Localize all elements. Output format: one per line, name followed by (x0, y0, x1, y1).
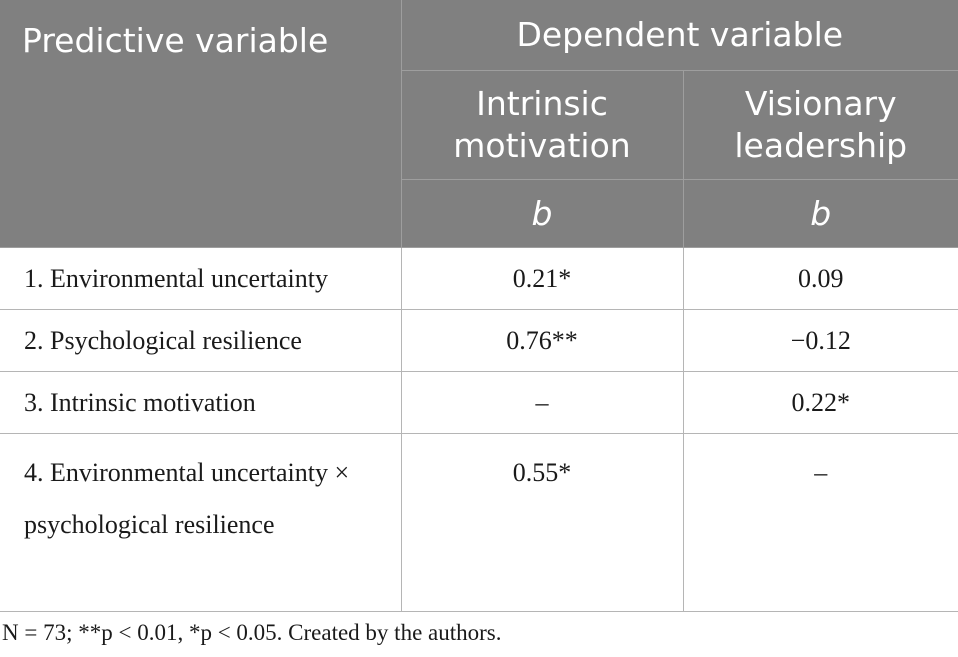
stat-header-visionary: b (682, 179, 958, 248)
dependent-variable-header: Dependent variable (400, 0, 958, 71)
table-footnote: N = 73; **p < 0.01, *p < 0.05. Created b… (2, 620, 502, 645)
row-label: 2. Psychological resilience (0, 309, 402, 372)
predictive-variable-header-text: Predictive variable (22, 21, 329, 60)
table-row: 2. Psychological resilience 0.76** −0.12 (0, 309, 958, 372)
stat-header-intrinsic-text: b (531, 193, 553, 233)
intrinsic-value: 0.55* (400, 433, 684, 612)
visionary-value: 0.22* (682, 371, 958, 434)
table-row: 1. Environmental uncertainty 0.21* 0.09 (0, 247, 958, 310)
intrinsic-motivation-header-text: Intrinsic motivation (453, 84, 631, 165)
visionary-value: – (682, 433, 958, 612)
intrinsic-motivation-header: Intrinsic motivation (400, 70, 684, 180)
header-row-1: Predictive variable Dependent variable (0, 0, 958, 248)
stat-header-intrinsic: b (400, 179, 684, 248)
visionary-leadership-header-text: Visionary leadership (734, 84, 908, 165)
row-label: 4. Environmental uncertainty × psycholog… (0, 433, 402, 612)
header-row-2: Intrinsic motivation Visionary leadershi… (0, 70, 958, 180)
visionary-value-text: – (814, 458, 828, 487)
row-label: 1. Environmental uncertainty (0, 247, 402, 310)
row-label: 3. Intrinsic motivation (0, 371, 402, 434)
visionary-leadership-header: Visionary leadership (682, 70, 958, 180)
intrinsic-value: – (400, 371, 684, 434)
intrinsic-value: 0.21* (400, 247, 684, 310)
visionary-value: 0.09 (682, 247, 958, 310)
table-row: 4. Environmental uncertainty × psycholog… (0, 433, 958, 612)
intrinsic-value-text: 0.55* (512, 458, 572, 487)
row-label-text: 4. Environmental uncertainty × psycholog… (24, 458, 350, 539)
stat-header-visionary-text: b (810, 193, 832, 233)
regression-table: Predictive variable Dependent variable I… (0, 0, 958, 612)
predictive-variable-header: Predictive variable (0, 0, 402, 248)
visionary-value: −0.12 (682, 309, 958, 372)
table-row: 3. Intrinsic motivation – 0.22* (0, 371, 958, 434)
intrinsic-value: 0.76** (400, 309, 684, 372)
dependent-variable-header-text: Dependent variable (516, 15, 844, 54)
